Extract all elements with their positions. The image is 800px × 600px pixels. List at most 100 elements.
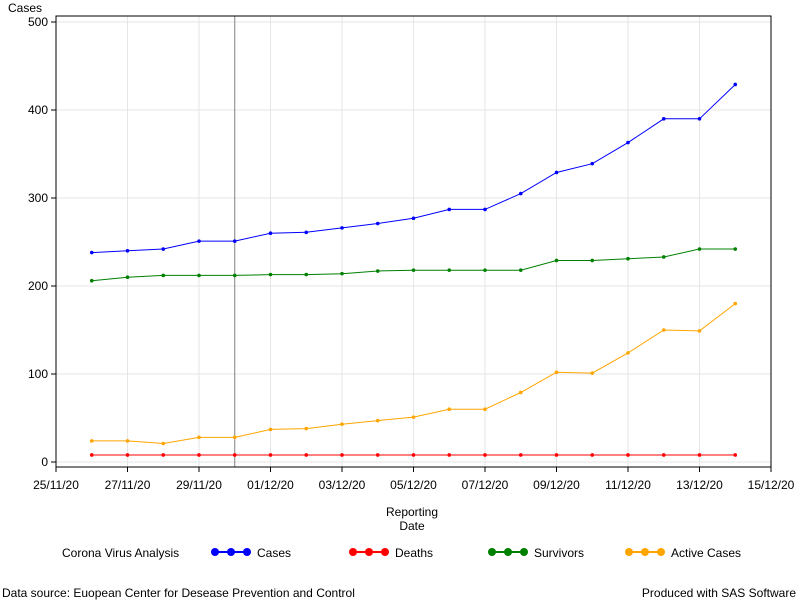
- data-point-deaths: [411, 453, 416, 457]
- data-point-survivors: [375, 269, 380, 273]
- data-point-active-cases: [626, 351, 630, 355]
- data-point-deaths: [161, 453, 166, 457]
- series-layer: [89, 82, 738, 457]
- x-tick-label: 01/12/20: [247, 478, 294, 492]
- y-tick-label: 0: [41, 455, 48, 469]
- legend-label: Survivors: [534, 546, 584, 560]
- y-tick-label: 400: [28, 103, 48, 117]
- data-point-active-cases: [340, 422, 344, 426]
- data-point-cases: [697, 117, 702, 121]
- data-point-cases: [661, 117, 666, 121]
- data-point-deaths: [697, 453, 702, 457]
- data-point-survivors: [697, 247, 702, 251]
- data-point-cases: [626, 140, 630, 145]
- legend-swatch-marker: [227, 548, 235, 556]
- data-point-deaths: [89, 453, 94, 457]
- data-point-cases: [304, 230, 309, 235]
- data-point-deaths: [268, 453, 273, 457]
- y-tick-label: 100: [28, 367, 48, 381]
- data-point-cases: [733, 82, 738, 87]
- data-point-active-cases: [304, 426, 309, 431]
- legend-item-survivors: Survivors: [488, 546, 584, 560]
- data-point-deaths: [590, 453, 595, 457]
- data-point-survivors: [733, 247, 738, 251]
- data-point-active-cases: [89, 439, 94, 443]
- x-tick-label: 29/11/20: [176, 478, 222, 492]
- y-axis: 0 100 200 300 400 500: [28, 15, 56, 469]
- data-point-deaths: [661, 453, 666, 457]
- data-point-active-cases: [375, 418, 380, 423]
- legend-label: Cases: [257, 546, 291, 560]
- data-point-cases: [161, 247, 166, 251]
- data-point-survivors: [304, 272, 309, 277]
- data-point-cases: [447, 207, 452, 212]
- data-point-survivors: [554, 258, 559, 263]
- data-point-active-cases: [733, 301, 738, 306]
- data-point-deaths: [518, 453, 523, 457]
- x-axis-title-line-2: Date: [399, 519, 425, 533]
- legend-item-cases: Cases: [211, 546, 291, 560]
- x-tick-label: 03/12/20: [319, 478, 366, 492]
- data-point-cases: [268, 231, 273, 235]
- data-point-deaths: [340, 453, 344, 457]
- data-point-cases: [411, 216, 416, 221]
- data-point-deaths: [447, 453, 452, 457]
- legend-swatch-marker: [504, 548, 512, 556]
- data-point-survivors: [518, 268, 523, 272]
- data-point-cases: [590, 161, 595, 166]
- data-point-active-cases: [447, 407, 452, 412]
- data-point-cases: [125, 249, 130, 253]
- legend-swatch-marker: [657, 548, 665, 556]
- grid-lines: [55, 16, 772, 467]
- x-axis: 25/11/20 27/11/20 29/11/20 01/12/20 03/12/20…: [33, 467, 795, 492]
- x-tick-label: 11/12/20: [605, 478, 651, 492]
- data-point-deaths: [483, 453, 487, 457]
- data-point-cases: [554, 170, 559, 175]
- data-point-active-cases: [197, 435, 201, 440]
- data-point-deaths: [733, 453, 738, 457]
- data-point-active-cases: [411, 415, 416, 419]
- data-point-survivors: [89, 278, 94, 283]
- data-point-deaths: [626, 453, 630, 457]
- data-point-cases: [483, 207, 487, 212]
- data-point-cases: [340, 226, 344, 230]
- data-point-active-cases: [268, 427, 273, 432]
- data-point-deaths: [304, 453, 309, 457]
- footnote-source: Data source: Euopean Center for Desease …: [2, 586, 355, 600]
- legend: Cases Deaths Survivors Active Cases: [211, 546, 741, 560]
- data-point-cases: [518, 191, 523, 196]
- x-tick-label: 13/12/20: [676, 478, 723, 492]
- legend-title: Corona Virus Analysis: [62, 546, 179, 560]
- legend-swatch-marker: [520, 548, 528, 556]
- data-point-survivors: [661, 255, 666, 259]
- x-tick-label: 25/11/20: [33, 478, 79, 492]
- data-point-active-cases: [518, 390, 523, 395]
- legend-label: Active Cases: [671, 546, 741, 560]
- data-point-cases: [375, 221, 380, 226]
- legend-label: Deaths: [395, 546, 433, 560]
- data-point-active-cases: [661, 328, 666, 332]
- data-point-deaths: [375, 453, 380, 457]
- data-point-active-cases: [161, 441, 166, 446]
- data-point-cases: [232, 239, 237, 243]
- legend-item-active-cases: Active Cases: [625, 546, 741, 560]
- data-point-deaths: [554, 453, 559, 457]
- legend-swatch-marker: [349, 548, 357, 556]
- data-point-survivors: [161, 273, 166, 278]
- legend-item-deaths: Deaths: [349, 546, 433, 560]
- legend-swatch-marker: [243, 548, 251, 556]
- data-point-active-cases: [232, 435, 237, 440]
- legend-swatch-marker: [365, 548, 373, 556]
- legend-swatch-marker: [488, 548, 496, 556]
- x-tick-label: 07/12/20: [462, 478, 509, 492]
- x-axis-title-line-1: Reporting: [386, 505, 438, 519]
- y-tick-label: 500: [28, 15, 48, 29]
- data-point-survivors: [125, 275, 130, 280]
- data-point-survivors: [483, 268, 487, 272]
- data-point-deaths: [125, 453, 130, 457]
- data-point-active-cases: [554, 370, 559, 375]
- x-tick-label: 15/12/20: [748, 478, 795, 492]
- legend-swatch-marker: [211, 548, 219, 556]
